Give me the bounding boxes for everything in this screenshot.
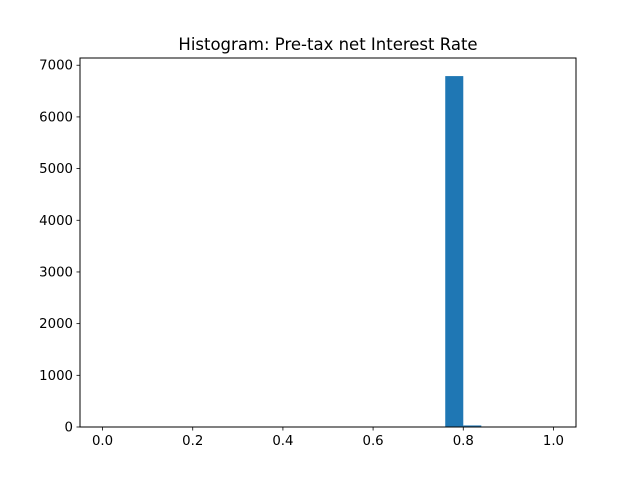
- plot-area-frame: [79, 57, 577, 428]
- y-tick-label: 4000: [39, 214, 73, 229]
- x-tick-label: 0.6: [363, 434, 384, 449]
- x-tick-label: 0.4: [272, 434, 293, 449]
- y-axis: 0 1000 2000 3000 4000 5000 6000 7000: [39, 59, 80, 436]
- histogram-bar-19: [445, 76, 464, 427]
- y-tick-label: 5000: [39, 162, 73, 177]
- y-tick-label: 0: [65, 421, 73, 436]
- x-tick-label: 0.0: [92, 434, 113, 449]
- y-tick-label: 7000: [39, 59, 73, 74]
- y-tick-label: 6000: [39, 110, 73, 125]
- x-axis: 0.0 0.2 0.4 0.6 0.8 1.0: [92, 427, 564, 449]
- chart-title: Histogram: Pre-tax net Interest Rate: [178, 35, 477, 54]
- x-tick-label: 0.2: [182, 434, 203, 449]
- y-tick-label: 3000: [39, 265, 73, 280]
- x-tick-label: 1.0: [543, 434, 564, 449]
- y-tick-label: 1000: [39, 369, 73, 384]
- x-tick-label: 0.8: [453, 434, 474, 449]
- histogram-bar-20: [463, 425, 482, 427]
- y-tick-label: 2000: [39, 317, 73, 332]
